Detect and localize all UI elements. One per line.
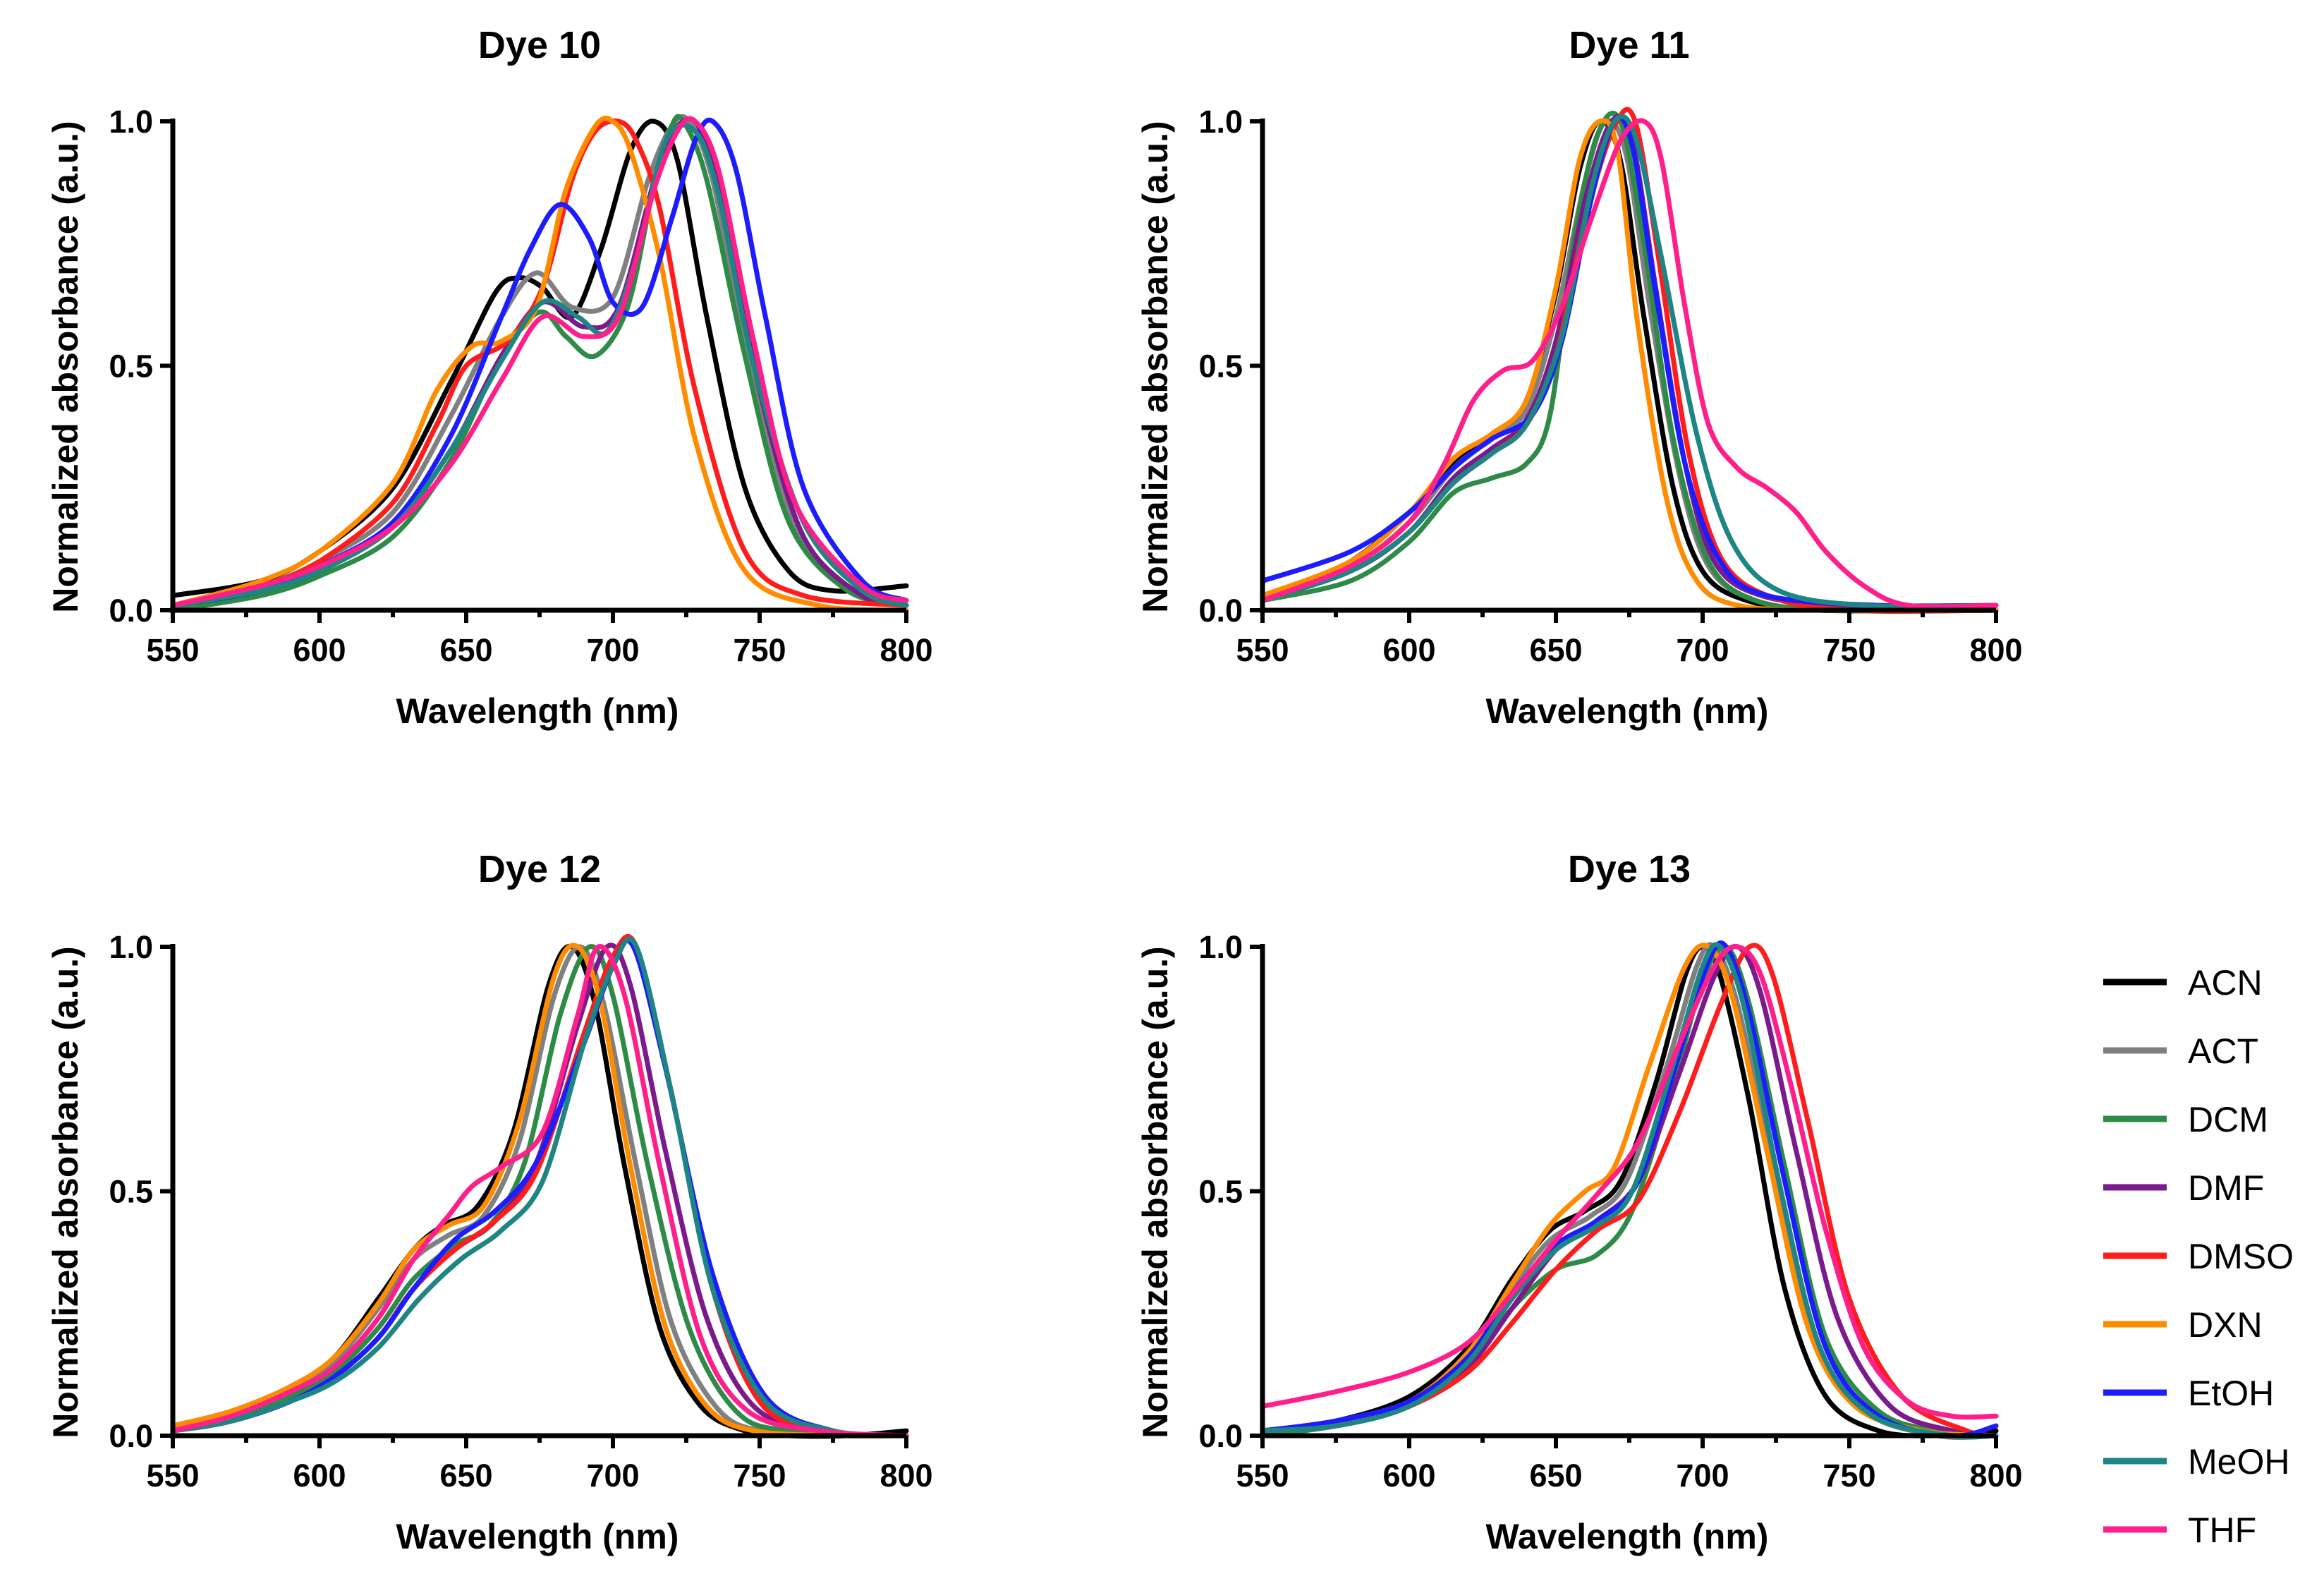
- y-tick-label: 0.0: [1198, 1418, 1243, 1454]
- series-line-dmso: [1260, 943, 1999, 1438]
- series-line-thf: [1260, 944, 1999, 1420]
- chart-panel-dye-13: Dye 13 Normalized absorbance (a.u.) Wave…: [1136, 848, 2023, 1556]
- plot-area: 550 600 650 700 750 800 0.0 0.5 1.0: [1198, 929, 2022, 1494]
- series-line-meoh: [170, 936, 909, 1438]
- legend-item-dmf: DMF: [2103, 1168, 2264, 1208]
- y-tick-label: 0.5: [1198, 1174, 1243, 1210]
- y-tick-label: 1.0: [109, 929, 153, 965]
- y-axis-label: Normalized absorbance (a.u.): [46, 121, 85, 612]
- y-tick-label: 1.0: [109, 104, 153, 140]
- legend-label: DMSO: [2188, 1237, 2294, 1276]
- y-tick-label: 0.0: [1198, 593, 1243, 629]
- chart-panel-dye-10: Dye 10 Normalized absorbance (a.u.) Wave…: [46, 24, 933, 731]
- y-tick-label: 1.0: [1198, 929, 1243, 965]
- legend-item-thf: THF: [2103, 1510, 2256, 1550]
- x-tick-label: 800: [1969, 632, 2022, 668]
- x-tick-label: 750: [733, 632, 786, 668]
- legend: ACN ACT DCM DMF DMSO DXN EtOH MeOH: [2103, 963, 2294, 1550]
- x-tick-label: 800: [880, 1458, 932, 1494]
- x-axis-label: Wavelength (nm): [396, 1517, 679, 1556]
- series-line-dxn: [1260, 943, 1999, 1438]
- series-line-dcm: [1260, 111, 1999, 614]
- y-tick-label: 0.5: [109, 349, 153, 384]
- x-tick-label: 800: [880, 632, 932, 668]
- legend-label: MeOH: [2188, 1442, 2289, 1482]
- series-line-meoh: [1260, 114, 1999, 610]
- series-line-thf: [170, 116, 909, 608]
- x-tick-label: 600: [293, 632, 346, 668]
- chart-title: Dye 12: [478, 848, 601, 890]
- series-line-acn: [1260, 944, 1999, 1438]
- series-line-dxn: [170, 116, 909, 613]
- legend-item-dcm: DCM: [2103, 1100, 2268, 1139]
- y-axis-label: Normalized absorbance (a.u.): [1136, 946, 1175, 1438]
- series-line-act: [170, 114, 909, 608]
- chart-title: Dye 10: [478, 24, 601, 66]
- x-tick-label: 600: [293, 1458, 346, 1494]
- series-line-act: [170, 944, 909, 1438]
- x-tick-label: 750: [1823, 632, 1875, 668]
- series-line-dmf: [1260, 943, 1999, 1438]
- legend-item-acn: ACN: [2103, 963, 2263, 1002]
- y-tick-label: 0.5: [1198, 349, 1243, 384]
- y-tick-label: 0.0: [109, 1418, 153, 1454]
- x-tick-label: 700: [586, 632, 639, 668]
- series-line-dxn: [170, 943, 909, 1438]
- x-tick-label: 600: [1382, 1458, 1435, 1494]
- series-line-thf: [1260, 118, 1999, 610]
- x-tick-label: 700: [1676, 632, 1729, 668]
- y-tick-label: 1.0: [1198, 104, 1243, 140]
- x-tick-label: 550: [1236, 1458, 1289, 1494]
- x-axis-label: Wavelength (nm): [1486, 1517, 1769, 1556]
- plot-area: 550 600 650 700 750 800 0.0 0.5 1.0: [109, 929, 932, 1494]
- legend-label: ACN: [2188, 963, 2263, 1002]
- series-line-dmf: [1260, 114, 1999, 609]
- y-tick-label: 0.0: [109, 593, 153, 629]
- x-tick-label: 650: [439, 1458, 492, 1494]
- legend-label: THF: [2188, 1510, 2256, 1550]
- x-tick-label: 650: [439, 632, 492, 668]
- x-axis-label: Wavelength (nm): [1486, 691, 1769, 731]
- legend-item-etoh: EtOH: [2103, 1374, 2274, 1413]
- chart-panel-dye-11: Dye 11 Normalized absorbance (a.u.) Wave…: [1136, 24, 2023, 731]
- series-line-dcm: [170, 944, 909, 1438]
- series-line-etoh: [170, 117, 909, 608]
- x-axis-label: Wavelength (nm): [396, 691, 679, 731]
- plot-area: 550 600 650 700 750 800 0.0 0.5 1.0: [109, 104, 932, 668]
- x-tick-label: 550: [1236, 632, 1289, 668]
- y-tick-label: 0.5: [109, 1174, 153, 1210]
- legend-label: ACT: [2188, 1031, 2258, 1071]
- x-tick-label: 600: [1382, 632, 1435, 668]
- y-axis-label: Normalized absorbance (a.u.): [1136, 121, 1175, 612]
- y-axis-label: Normalized absorbance (a.u.): [46, 946, 85, 1438]
- chart-panel-dye-12: Dye 12 Normalized absorbance (a.u.) Wave…: [46, 848, 933, 1556]
- series-line-etoh: [1260, 115, 1999, 609]
- x-tick-label: 700: [1676, 1458, 1729, 1494]
- legend-label: DCM: [2188, 1100, 2268, 1139]
- x-tick-label: 550: [146, 1458, 199, 1494]
- series-line-etoh: [1260, 940, 1999, 1438]
- legend-item-dmso: DMSO: [2103, 1237, 2294, 1276]
- legend-label: EtOH: [2188, 1374, 2274, 1413]
- series-line-dcm: [170, 114, 909, 613]
- chart-title: Dye 11: [1569, 24, 1689, 66]
- x-tick-label: 800: [1969, 1458, 2022, 1494]
- legend-item-act: ACT: [2103, 1031, 2258, 1071]
- x-tick-label: 700: [586, 1458, 639, 1494]
- series-line-thf: [170, 944, 909, 1438]
- legend-label: DXN: [2188, 1305, 2263, 1345]
- x-tick-label: 650: [1529, 632, 1582, 668]
- chart-title: Dye 13: [1568, 848, 1691, 890]
- legend-label: DMF: [2188, 1168, 2264, 1208]
- x-tick-label: 550: [146, 632, 199, 668]
- plot-area: 550 600 650 700 750 800 0.0 0.5 1.0: [1198, 104, 2022, 668]
- legend-item-meoh: MeOH: [2103, 1442, 2289, 1482]
- x-tick-label: 750: [733, 1458, 786, 1494]
- legend-item-dxn: DXN: [2103, 1305, 2263, 1345]
- x-tick-label: 650: [1529, 1458, 1582, 1494]
- x-tick-label: 750: [1823, 1458, 1875, 1494]
